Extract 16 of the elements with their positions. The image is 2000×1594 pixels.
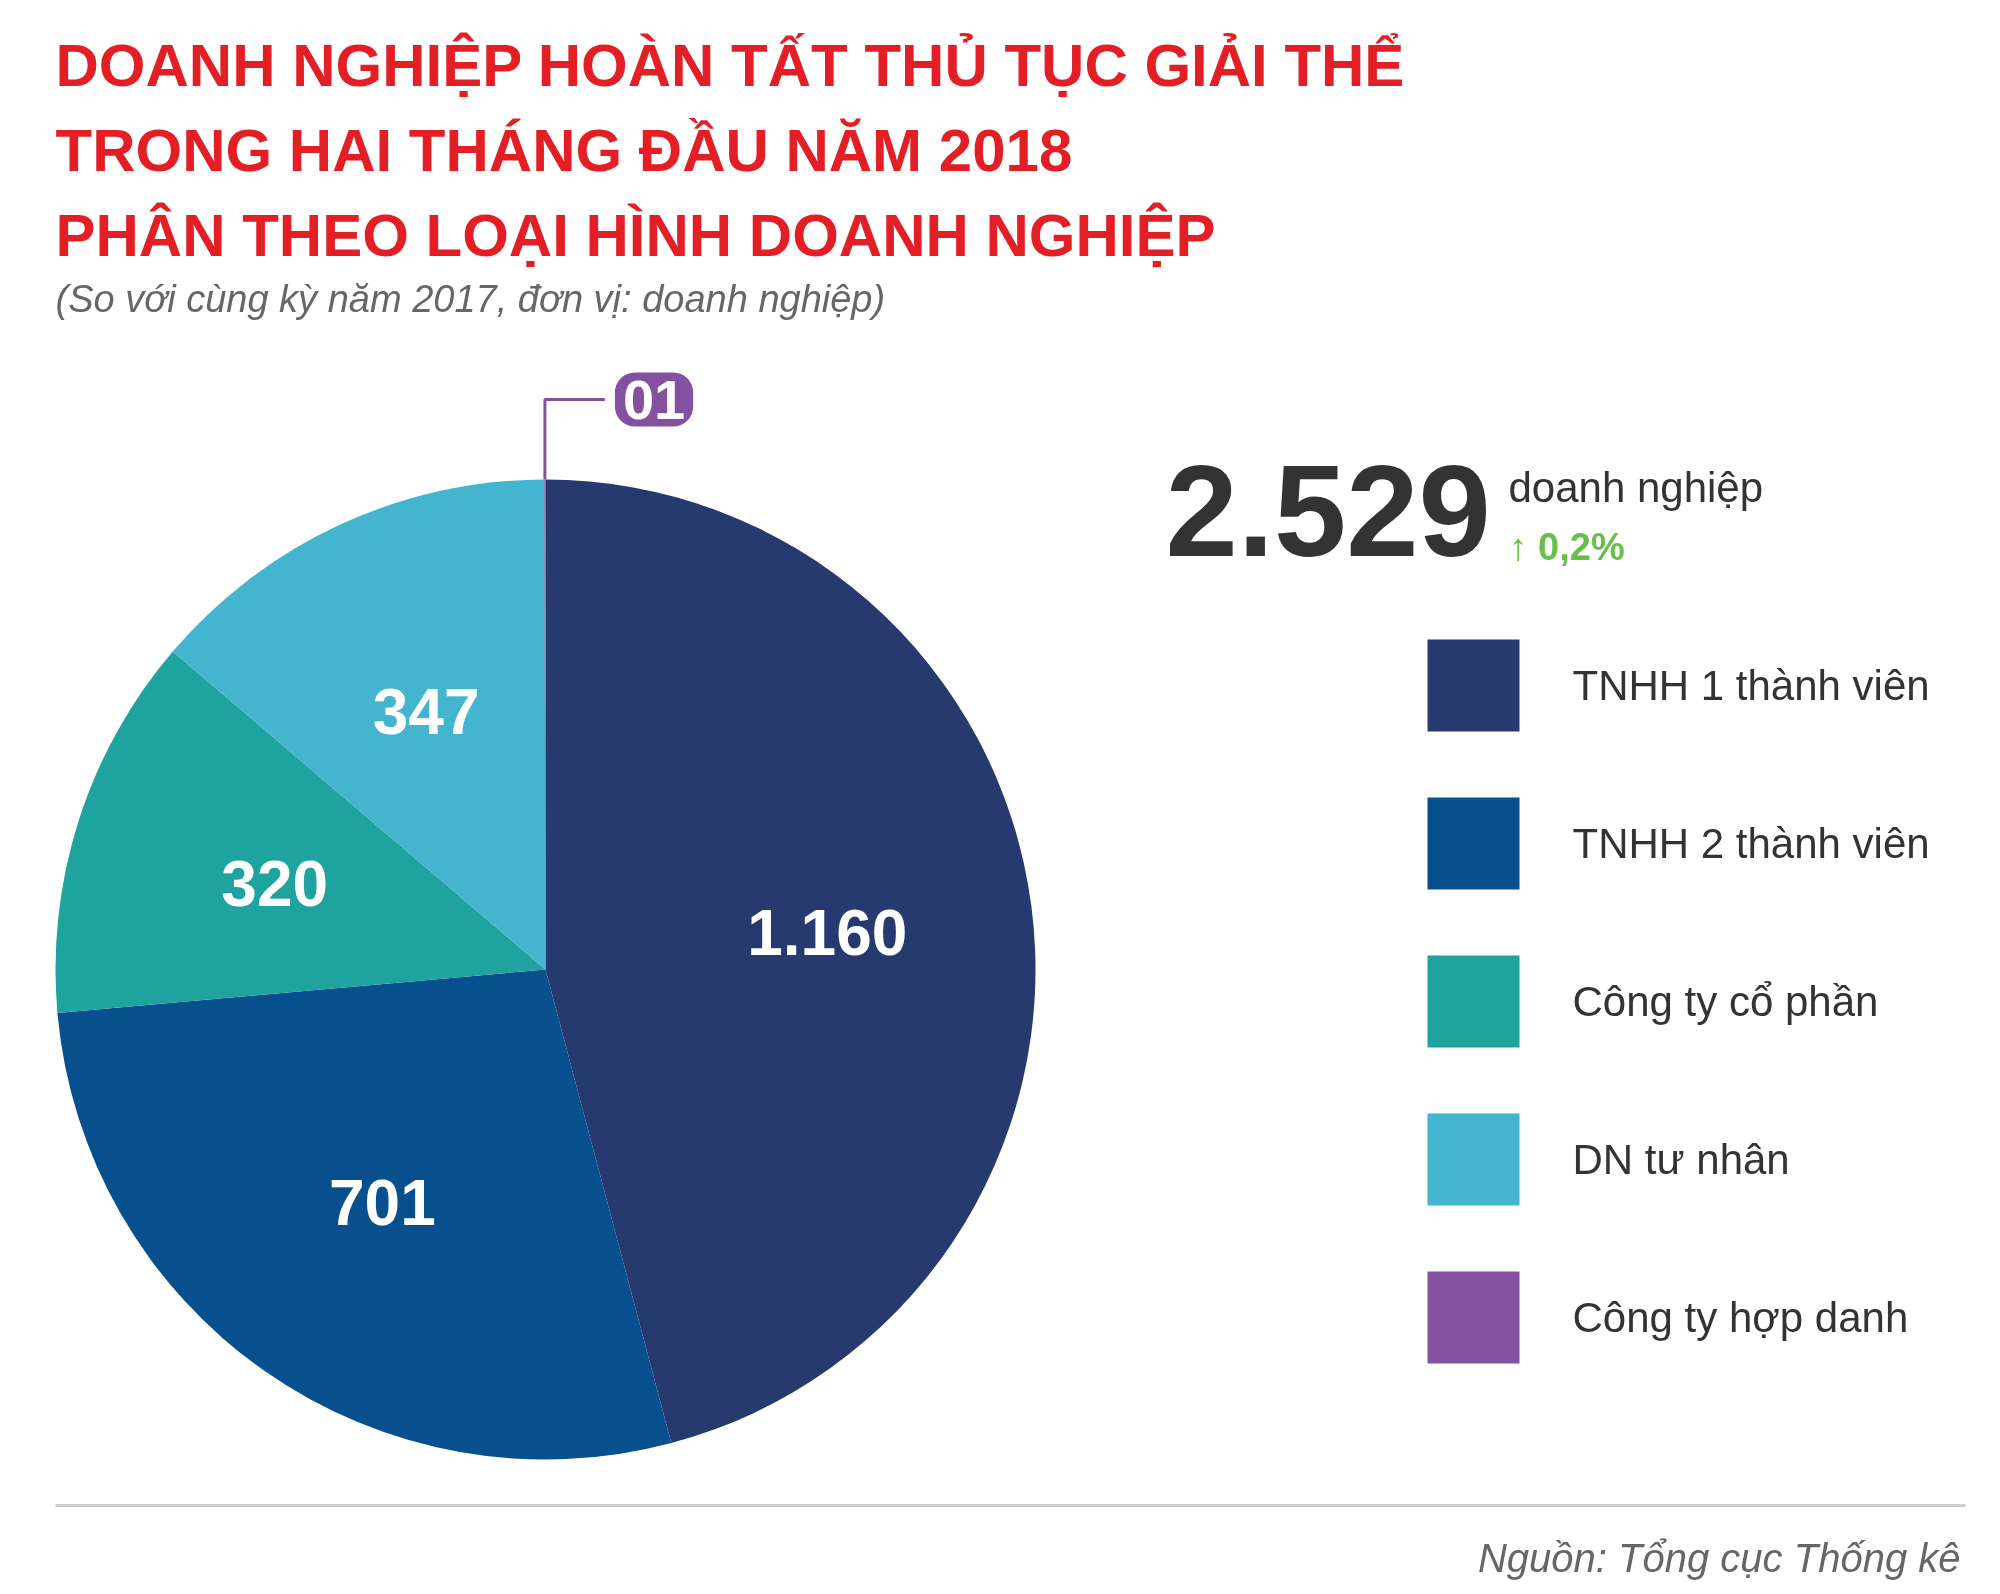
data-label: 01 bbox=[622, 367, 686, 431]
legend-label: TNHH 2 thành viên bbox=[1572, 820, 1930, 867]
data-label: 320 bbox=[221, 847, 329, 920]
legend-label: TNHH 1 thành viên bbox=[1572, 662, 1930, 709]
text: doanh nghiệp bbox=[1508, 464, 1764, 511]
chart-subtitle: (So với cùng kỳ năm 2017, đơn vị: doanh nghiệp) bbox=[55, 277, 886, 320]
data-label: 1.160 bbox=[747, 897, 908, 970]
text: ↑ 0,2% bbox=[1508, 525, 1625, 568]
text: 2.529 bbox=[1165, 437, 1491, 584]
legend-label: Công ty hợp danh bbox=[1572, 1294, 1909, 1341]
text: Nguồn: Tổng cục Thống kê bbox=[1477, 1535, 1961, 1580]
legend-label: DN tư nhân bbox=[1572, 1136, 1790, 1183]
legend-label: Công ty cổ phần bbox=[1572, 978, 1879, 1025]
data-label: 701 bbox=[329, 1166, 436, 1239]
data-label: 347 bbox=[372, 676, 480, 749]
chart-title: DOANH NGHIỆP HOÀN TẤT THỦ TỤC GIẢI THỂ TRONG HAI THÁNG ĐẦU NĂM 2018 PHÂN THEO LOẠI HÌNH DOANH NGHIỆP bbox=[55, 32, 1405, 269]
